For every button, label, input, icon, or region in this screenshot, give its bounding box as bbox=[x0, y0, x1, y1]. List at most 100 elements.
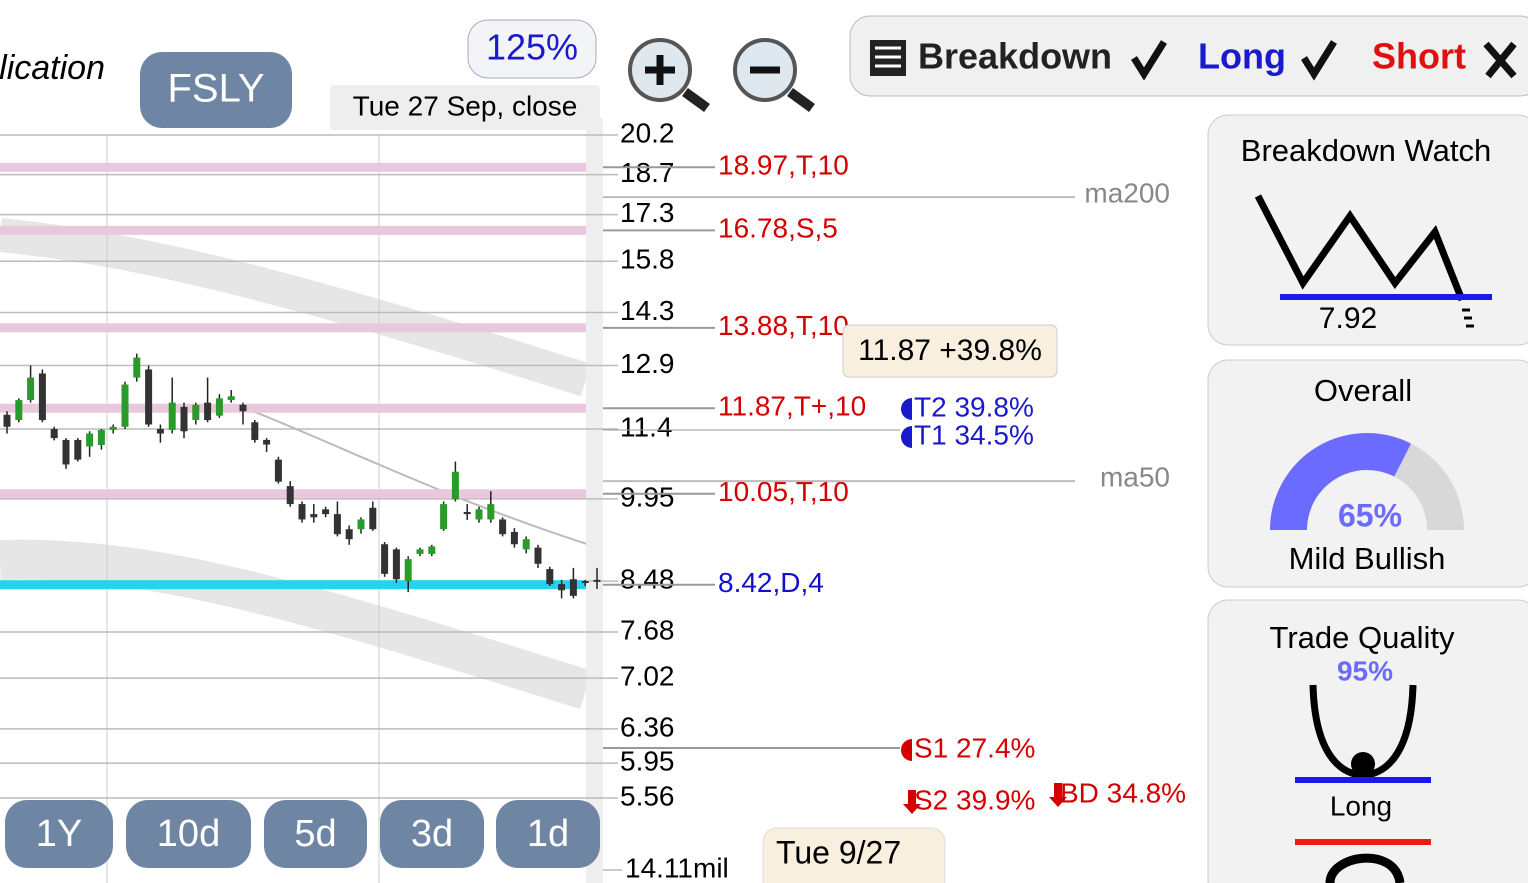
symbol: FSLY bbox=[167, 67, 264, 111]
candle-body bbox=[192, 404, 200, 421]
candle-body bbox=[475, 509, 483, 520]
y-tick-label: 7.68 bbox=[620, 614, 675, 645]
candle-body bbox=[50, 428, 58, 439]
y-tick-label: 8.48 bbox=[620, 563, 675, 594]
y-tick-label: 6.36 bbox=[620, 711, 675, 742]
gauge-fill bbox=[1270, 432, 1412, 530]
range-button[interactable] bbox=[5, 800, 113, 868]
quality-score: 95% bbox=[1337, 655, 1393, 686]
candle-body bbox=[227, 396, 235, 401]
breakdown-value: 7.92 bbox=[1319, 302, 1377, 335]
candle-body bbox=[180, 406, 188, 432]
candle-body bbox=[522, 539, 530, 550]
target-label: S2 39.9% bbox=[914, 784, 1035, 815]
target-arrow bbox=[1049, 783, 1067, 807]
range-label: 1d bbox=[527, 813, 569, 855]
y-tick-label: 12.9 bbox=[620, 348, 675, 379]
range-button[interactable] bbox=[264, 800, 367, 868]
candle-body bbox=[345, 529, 353, 540]
candle-body bbox=[534, 547, 542, 564]
y-tick-label: 9.95 bbox=[620, 481, 675, 512]
candle-body bbox=[3, 414, 11, 427]
short-icon bbox=[1325, 853, 1405, 883]
check bbox=[1131, 40, 1167, 81]
level-label: 13.88,T,10 bbox=[718, 310, 849, 341]
cross bbox=[1483, 41, 1517, 79]
candle-body bbox=[369, 507, 377, 530]
candle-body bbox=[428, 546, 436, 554]
candle-body bbox=[510, 531, 518, 545]
candle-body bbox=[251, 422, 259, 440]
date: Tue 27 Sep, close bbox=[353, 90, 578, 121]
lower-band bbox=[0, 539, 593, 710]
range-button[interactable] bbox=[126, 800, 251, 868]
target-label: T1 34.5% bbox=[914, 419, 1034, 450]
panel bbox=[1207, 114, 1528, 346]
menu-icon[interactable] bbox=[870, 40, 906, 76]
symbol-button[interactable] bbox=[140, 52, 292, 128]
long-toggle[interactable]: Long bbox=[1198, 36, 1286, 77]
level-band bbox=[0, 403, 586, 413]
candle-body bbox=[239, 404, 247, 412]
level-band bbox=[0, 225, 586, 235]
level-band bbox=[0, 580, 586, 590]
level-band bbox=[0, 162, 586, 172]
panel-title: Overall bbox=[1314, 373, 1412, 408]
panel bbox=[1207, 599, 1528, 883]
y-tick-label: 18.7 bbox=[620, 157, 675, 188]
range-label: 5d bbox=[294, 813, 336, 855]
candle-body bbox=[74, 439, 82, 460]
candle-body bbox=[416, 549, 424, 554]
candle-body bbox=[133, 357, 141, 378]
overall-verdict: Mild Bullish bbox=[1289, 541, 1446, 576]
toolbar bbox=[849, 15, 1528, 97]
y-tick-label: 20.2 bbox=[620, 117, 675, 148]
quality-ball bbox=[1351, 752, 1375, 776]
level-label: 16.78,S,5 bbox=[718, 213, 838, 244]
target-marker bbox=[901, 398, 912, 420]
zoom-level: 125% bbox=[486, 27, 578, 68]
ma50-curve bbox=[249, 409, 591, 546]
range-button[interactable] bbox=[380, 800, 484, 868]
range-button[interactable] bbox=[496, 800, 600, 868]
candle-body bbox=[109, 426, 117, 430]
candle-body bbox=[263, 439, 271, 445]
target-label: BD 34.8% bbox=[1060, 777, 1186, 808]
y-tick-label: 15.8 bbox=[620, 244, 675, 275]
candle-body bbox=[86, 433, 94, 447]
breakdown-icon bbox=[1254, 194, 1466, 302]
cursor-date-box bbox=[762, 827, 946, 883]
short-toggle[interactable]: Short bbox=[1372, 36, 1466, 77]
y-tick-label: 7.02 bbox=[620, 661, 675, 692]
break-dashes bbox=[1462, 308, 1474, 328]
upper-band bbox=[0, 218, 592, 397]
range-label: 10d bbox=[157, 813, 220, 855]
zoom-out[interactable] bbox=[733, 38, 815, 113]
cursor-date: Tue 9/27 bbox=[776, 834, 901, 870]
level-label: 11.87,T+,10 bbox=[718, 391, 866, 422]
candle-body bbox=[274, 459, 282, 482]
candle-body bbox=[404, 559, 412, 582]
overall-score: 65% bbox=[1338, 497, 1402, 533]
candle-body bbox=[381, 544, 389, 574]
candle-body bbox=[27, 377, 35, 401]
candle-body bbox=[440, 504, 448, 530]
candle-body bbox=[333, 514, 341, 535]
candle-body bbox=[546, 569, 554, 585]
panel-title: Breakdown Watch bbox=[1241, 133, 1491, 168]
y-tick-label: 5.95 bbox=[620, 746, 675, 777]
target-arrow bbox=[903, 790, 921, 814]
target-label: T2 39.8% bbox=[914, 391, 1034, 422]
quality-verdict: Long bbox=[1330, 790, 1392, 821]
level-label: 8.42,D,4 bbox=[718, 567, 824, 598]
zoom-in[interactable] bbox=[628, 38, 710, 113]
candle-body bbox=[38, 373, 46, 421]
zoom-pill[interactable] bbox=[467, 19, 597, 79]
breakdown-toggle[interactable]: Breakdown bbox=[918, 36, 1112, 77]
target-marker bbox=[901, 739, 912, 761]
ma-label: ma200 bbox=[1084, 178, 1170, 209]
candle-body bbox=[204, 402, 212, 421]
app-title: lication bbox=[0, 49, 105, 87]
